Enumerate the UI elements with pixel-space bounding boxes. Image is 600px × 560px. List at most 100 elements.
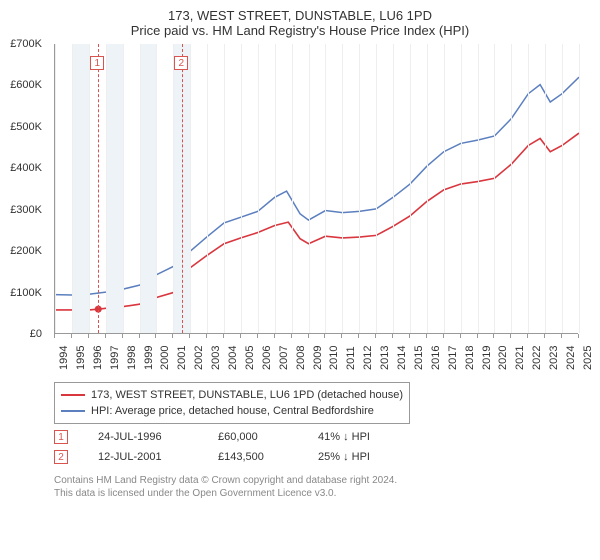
gridline-vertical	[241, 44, 242, 333]
gridline-vertical	[292, 44, 293, 333]
gridline-vertical	[410, 44, 411, 333]
x-axis-label: 1998	[126, 346, 138, 370]
gridline-vertical	[376, 44, 377, 333]
y-axis-label: £600K	[10, 79, 42, 91]
x-axis-label: 2010	[328, 346, 340, 370]
x-tick	[578, 334, 579, 338]
x-tick	[155, 334, 156, 338]
sale-row: 212-JUL-2001£143,50025% ↓ HPI	[54, 450, 590, 464]
shade-band	[72, 44, 89, 333]
x-tick	[54, 334, 55, 338]
sale-row-badge: 2	[54, 450, 68, 464]
legend-item: 173, WEST STREET, DUNSTABLE, LU6 1PD (de…	[61, 387, 403, 403]
gridline-vertical	[207, 44, 208, 333]
x-tick	[409, 334, 410, 338]
x-tick	[223, 334, 224, 338]
gridline-vertical	[106, 44, 107, 333]
x-axis-label: 2016	[430, 346, 442, 370]
x-axis-label: 2015	[413, 346, 425, 370]
gridline-vertical	[55, 44, 56, 333]
gridline-vertical	[140, 44, 141, 333]
gridline-vertical	[123, 44, 124, 333]
y-axis-label: £200K	[10, 245, 42, 257]
gridline-vertical	[511, 44, 512, 333]
chart-container: 173, WEST STREET, DUNSTABLE, LU6 1PD Pri…	[0, 0, 600, 506]
x-axis-label: 1994	[58, 346, 70, 370]
x-axis-label: 2005	[244, 346, 256, 370]
y-axis-label: £0	[30, 328, 42, 340]
x-tick	[477, 334, 478, 338]
x-tick	[544, 334, 545, 338]
x-axis-label: 2007	[278, 346, 290, 370]
sale-date: 24-JUL-1996	[98, 431, 188, 443]
x-tick	[172, 334, 173, 338]
x-tick	[189, 334, 190, 338]
x-axis-label: 2008	[295, 346, 307, 370]
gridline-vertical	[275, 44, 276, 333]
series-property	[55, 133, 579, 310]
x-tick	[240, 334, 241, 338]
x-axis-label: 2019	[481, 346, 493, 370]
x-axis-label: 2021	[514, 346, 526, 370]
footer-attribution: Contains HM Land Registry data © Crown c…	[54, 474, 590, 500]
gridline-vertical	[173, 44, 174, 333]
gridline-vertical	[478, 44, 479, 333]
gridline-vertical	[325, 44, 326, 333]
x-axis-label: 1995	[75, 346, 87, 370]
x-tick	[375, 334, 376, 338]
footer-line2: This data is licensed under the Open Gov…	[54, 487, 590, 500]
x-axis-label: 2022	[531, 346, 543, 370]
x-tick	[71, 334, 72, 338]
x-tick	[206, 334, 207, 338]
sale-date: 12-JUL-2001	[98, 451, 188, 463]
gridline-vertical	[461, 44, 462, 333]
legend-box: 173, WEST STREET, DUNSTABLE, LU6 1PD (de…	[54, 382, 410, 424]
gridline-vertical	[258, 44, 259, 333]
gridline-vertical	[309, 44, 310, 333]
gridline-vertical	[579, 44, 580, 333]
legend-swatch	[61, 410, 85, 412]
gridline-vertical	[393, 44, 394, 333]
x-axis-label: 2004	[227, 346, 239, 370]
sale-marker-badge: 1	[90, 56, 104, 70]
sale-diff: 41% ↓ HPI	[318, 431, 408, 443]
gridline-vertical	[494, 44, 495, 333]
x-tick	[341, 334, 342, 338]
sale-row: 124-JUL-1996£60,00041% ↓ HPI	[54, 430, 590, 444]
gridline-vertical	[427, 44, 428, 333]
gridline-vertical	[528, 44, 529, 333]
gridline-vertical	[89, 44, 90, 333]
gridline-vertical	[545, 44, 546, 333]
gridline-vertical	[190, 44, 191, 333]
chart-area: 1994199519961997199819992000200120022003…	[10, 44, 590, 374]
x-tick	[308, 334, 309, 338]
y-axis-label: £500K	[10, 121, 42, 133]
x-axis-label: 2001	[176, 346, 188, 370]
legend-label: HPI: Average price, detached house, Cent…	[91, 405, 374, 417]
sales-table: 124-JUL-1996£60,00041% ↓ HPI212-JUL-2001…	[10, 430, 590, 464]
x-tick	[460, 334, 461, 338]
x-tick	[443, 334, 444, 338]
x-tick	[426, 334, 427, 338]
x-tick	[527, 334, 528, 338]
x-tick	[122, 334, 123, 338]
y-axis-label: £300K	[10, 204, 42, 216]
x-axis-label: 2002	[193, 346, 205, 370]
chart-title-subtitle: Price paid vs. HM Land Registry's House …	[10, 23, 590, 38]
gridline-vertical	[342, 44, 343, 333]
x-tick	[274, 334, 275, 338]
x-tick	[510, 334, 511, 338]
sale-price: £60,000	[218, 431, 288, 443]
shade-band	[140, 44, 157, 333]
gridline-vertical	[156, 44, 157, 333]
x-tick	[392, 334, 393, 338]
legend-item: HPI: Average price, detached house, Cent…	[61, 403, 403, 419]
x-tick	[88, 334, 89, 338]
x-axis-label: 2023	[548, 346, 560, 370]
gridline-vertical	[224, 44, 225, 333]
x-axis-label: 2017	[447, 346, 459, 370]
x-tick	[291, 334, 292, 338]
shade-band	[106, 44, 123, 333]
x-axis-label: 2012	[362, 346, 374, 370]
gridline-vertical	[359, 44, 360, 333]
